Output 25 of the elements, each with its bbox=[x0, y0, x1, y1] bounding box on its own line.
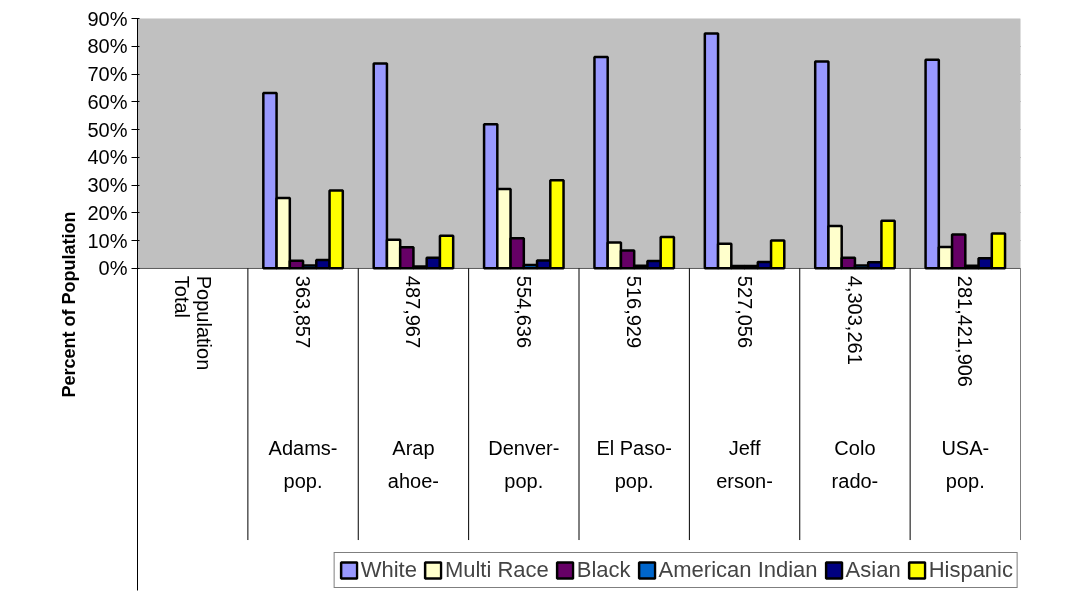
category-label: 527,056 Jeff erson- bbox=[716, 275, 773, 492]
x-tick-label: Total Population bbox=[170, 275, 215, 371]
y-tick-label: 40% bbox=[87, 146, 128, 169]
y-axis-title: Percent of Population bbox=[59, 211, 80, 398]
y-tick-label: 80% bbox=[87, 35, 128, 58]
y-tick-label: 10% bbox=[87, 229, 128, 252]
y-tick-label: 0% bbox=[98, 257, 128, 280]
y-tick-label: 60% bbox=[87, 90, 128, 113]
y-tick-label: 30% bbox=[87, 174, 128, 197]
legend-label: Asian bbox=[845, 557, 901, 583]
y-tick-label: 50% bbox=[87, 118, 128, 141]
category-label: 281,421,906 USA- pop. bbox=[941, 275, 990, 492]
category-label: 487,967 Arap ahoe- bbox=[387, 275, 440, 492]
y-tick-label: 90% bbox=[87, 7, 128, 30]
category-label: 4,303,261 Colo rado- bbox=[831, 275, 879, 492]
legend-label: Hispanic bbox=[928, 557, 1013, 583]
legend-label: Multi Race bbox=[444, 557, 549, 583]
category-label: 554,636 Denver- pop. bbox=[488, 275, 560, 492]
category-label: 363,857 Adams- pop. bbox=[268, 275, 338, 492]
y-tick-label: 20% bbox=[87, 201, 128, 224]
category-label: 516,929 El Paso- pop. bbox=[596, 275, 672, 492]
y-tick-label: 70% bbox=[87, 63, 128, 86]
legend-label: American Indian bbox=[658, 557, 818, 583]
legend-label: Black bbox=[576, 557, 631, 583]
legend-label: White bbox=[360, 557, 417, 583]
